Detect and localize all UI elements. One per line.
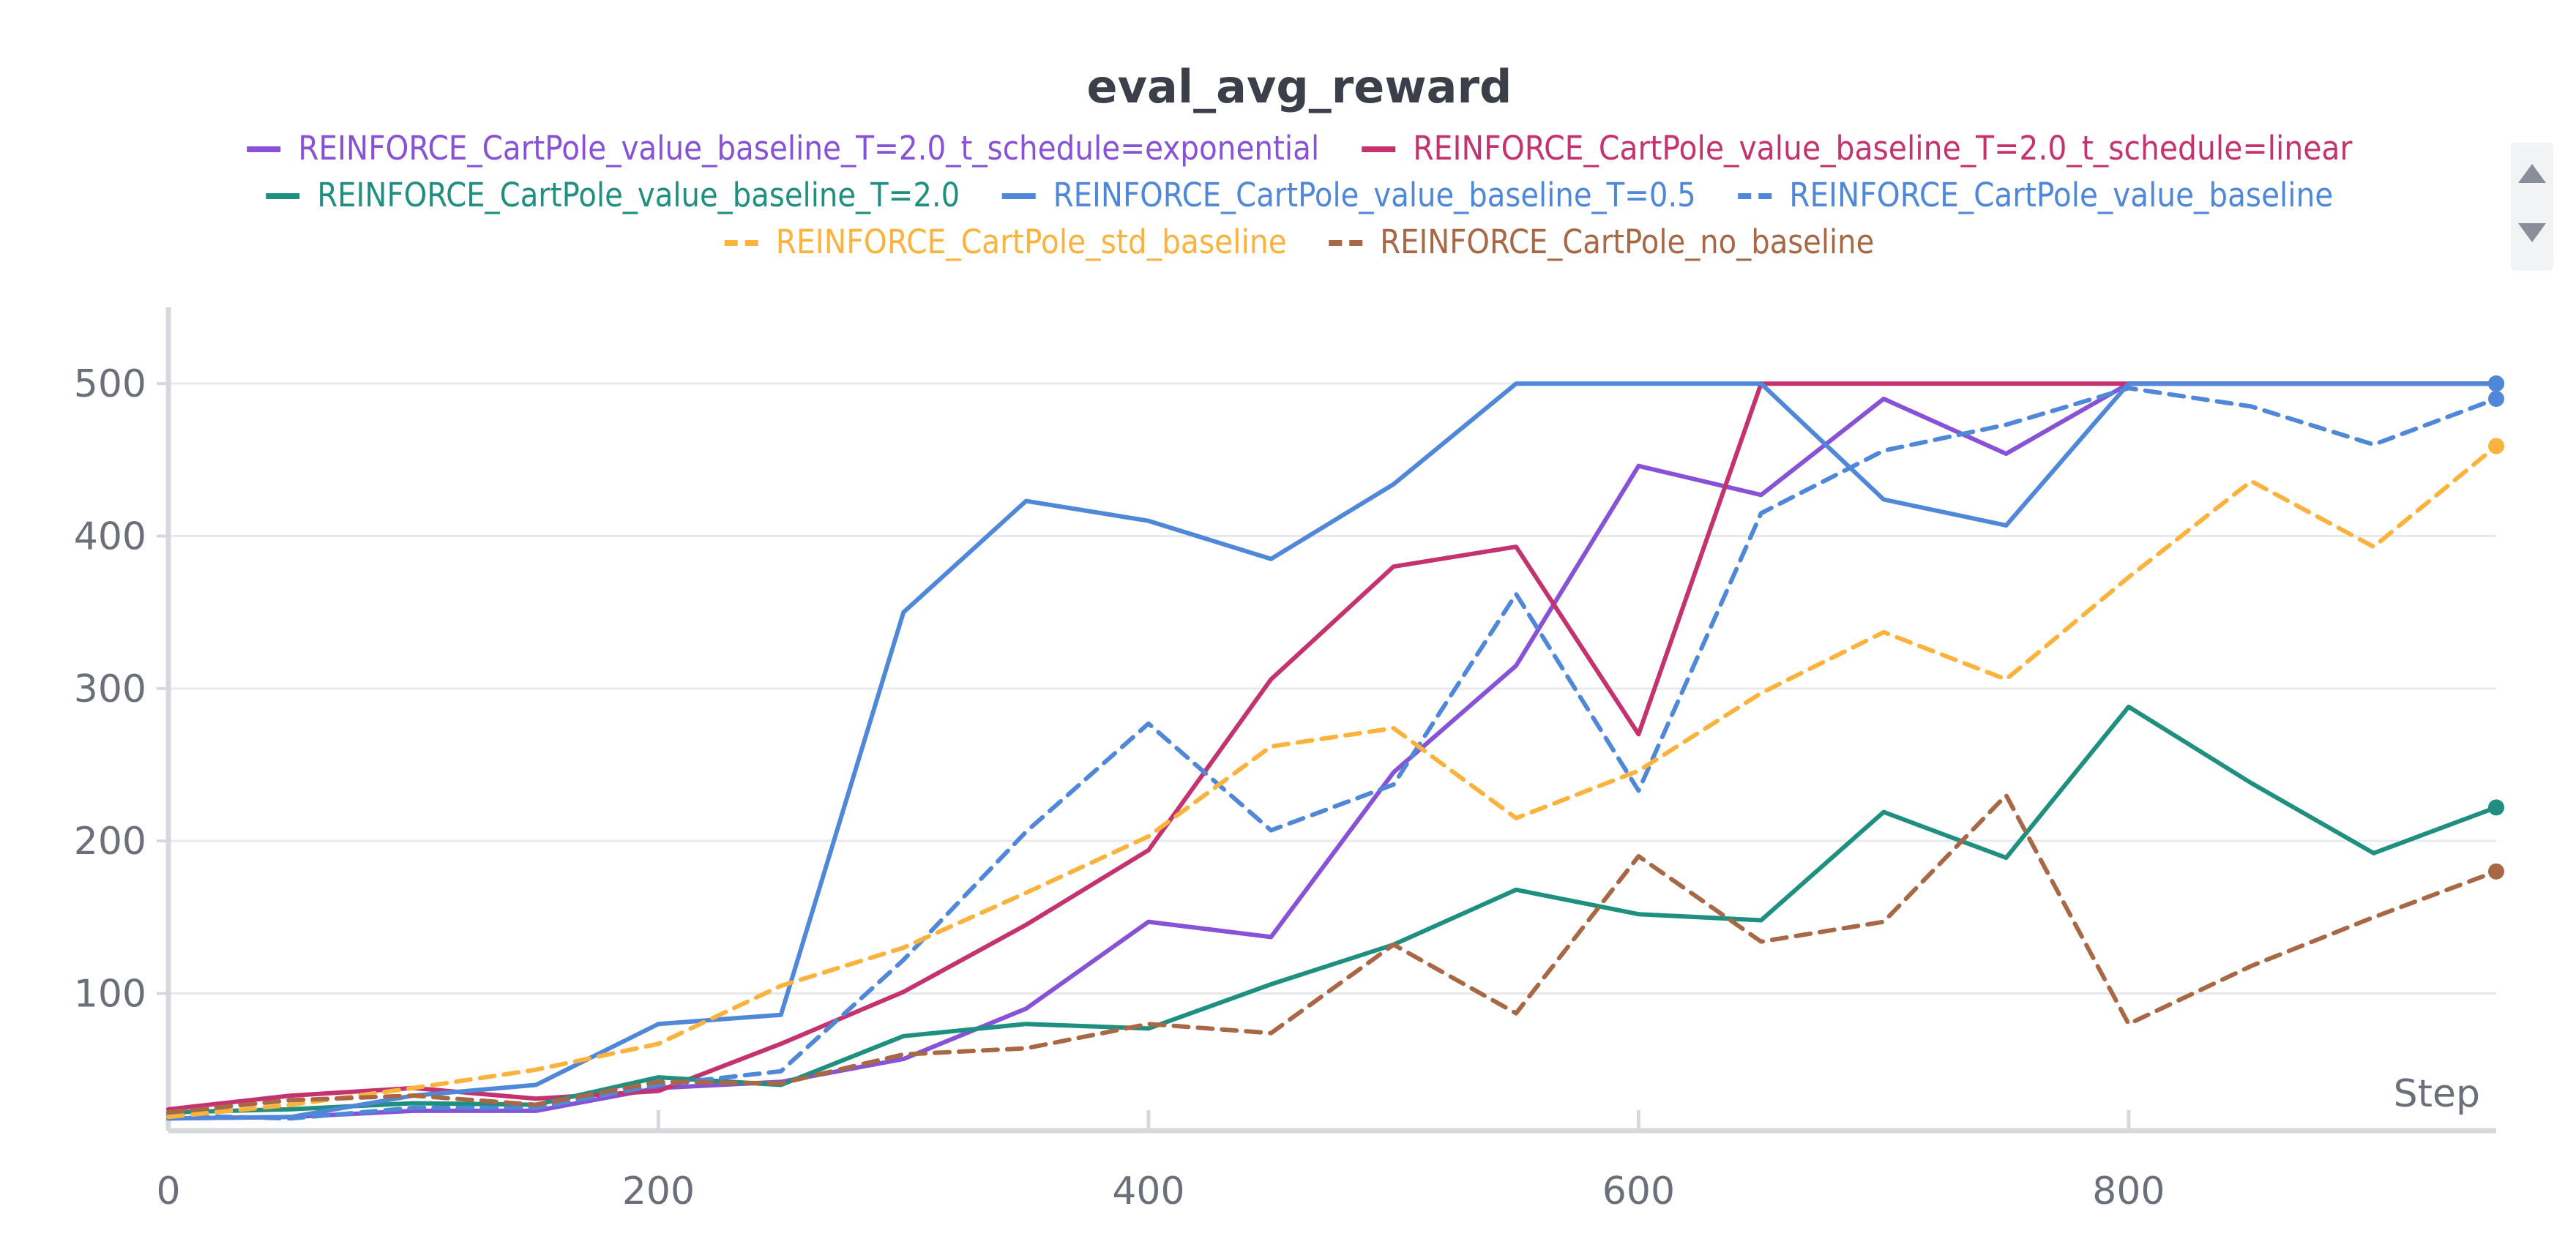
legend-label: REINFORCE_CartPole_value_baseline_T=0.5 (1053, 176, 1696, 214)
series-endpoint-5 (2488, 438, 2504, 454)
legend-label: REINFORCE_CartPole_std_baseline (776, 222, 1287, 261)
series-line-6 (166, 793, 2498, 1115)
y-tick-label: 500 (74, 362, 146, 406)
series-endpoint-3 (2488, 375, 2504, 392)
chart-title: eval_avg_reward (1087, 60, 1512, 113)
x-tick-label: 400 (1112, 1169, 1184, 1213)
series-endpoint-2 (2488, 799, 2504, 816)
axes: 100 200 300 400 500 0 200 400 600 800 (74, 307, 2496, 1213)
series-line-1 (166, 381, 2498, 1112)
legend-item-5[interactable]: REINFORCE_CartPole_std_baseline (724, 222, 1287, 261)
legend-item-2[interactable]: REINFORCE_CartPole_value_baseline_T=2.0 (266, 176, 960, 214)
legend-item-0[interactable]: REINFORCE_CartPole_value_baseline_T=2.0_… (247, 129, 1319, 168)
series-endpoint-6 (2488, 863, 2504, 880)
x-tick-label: 600 (1602, 1169, 1675, 1213)
series-line-3 (166, 381, 2498, 1121)
legend-scroll-track (2511, 143, 2553, 271)
legend-label: REINFORCE_CartPole_value_baseline_T=2.0_… (298, 129, 1319, 168)
legend-label: REINFORCE_CartPole_no_baseline (1380, 222, 1874, 261)
y-tick-label: 200 (74, 820, 146, 864)
x-axis-label: Step (2394, 1072, 2480, 1116)
series-line-5 (166, 443, 2498, 1120)
series-endpoint-4 (2488, 391, 2504, 407)
legend-item-6[interactable]: REINFORCE_CartPole_no_baseline (1329, 222, 1874, 261)
x-tick-label: 0 (156, 1169, 180, 1213)
legend: REINFORCE_CartPole_value_baseline_T=2.0_… (247, 129, 2353, 261)
scroll-up-icon[interactable] (2518, 164, 2546, 183)
x-tick-label: 200 (622, 1169, 695, 1213)
legend-label: REINFORCE_CartPole_value_baseline_T=2.0_… (1413, 129, 2352, 168)
y-tick-label: 100 (74, 973, 146, 1016)
y-tick-label: 400 (74, 515, 146, 559)
series-line-2 (166, 704, 2498, 1115)
series-line-0 (166, 381, 2498, 1121)
legend-item-1[interactable]: REINFORCE_CartPole_value_baseline_T=2.0_… (1362, 129, 2353, 168)
legend-label: REINFORCE_CartPole_value_baseline (1789, 176, 2333, 214)
legend-item-3[interactable]: REINFORCE_CartPole_value_baseline_T=0.5 (1001, 176, 1696, 214)
legend-scroll (2511, 143, 2553, 271)
scroll-down-icon[interactable] (2518, 223, 2546, 242)
legend-label: REINFORCE_CartPole_value_baseline_T=2.0 (317, 176, 960, 214)
gridlines (168, 382, 2496, 995)
series-line-4 (166, 386, 2498, 1121)
y-tick-label: 300 (74, 667, 146, 711)
series-lines (166, 375, 2504, 1121)
x-tick-label: 800 (2092, 1169, 2165, 1213)
legend-item-4[interactable]: REINFORCE_CartPole_value_baseline (1738, 176, 2333, 214)
